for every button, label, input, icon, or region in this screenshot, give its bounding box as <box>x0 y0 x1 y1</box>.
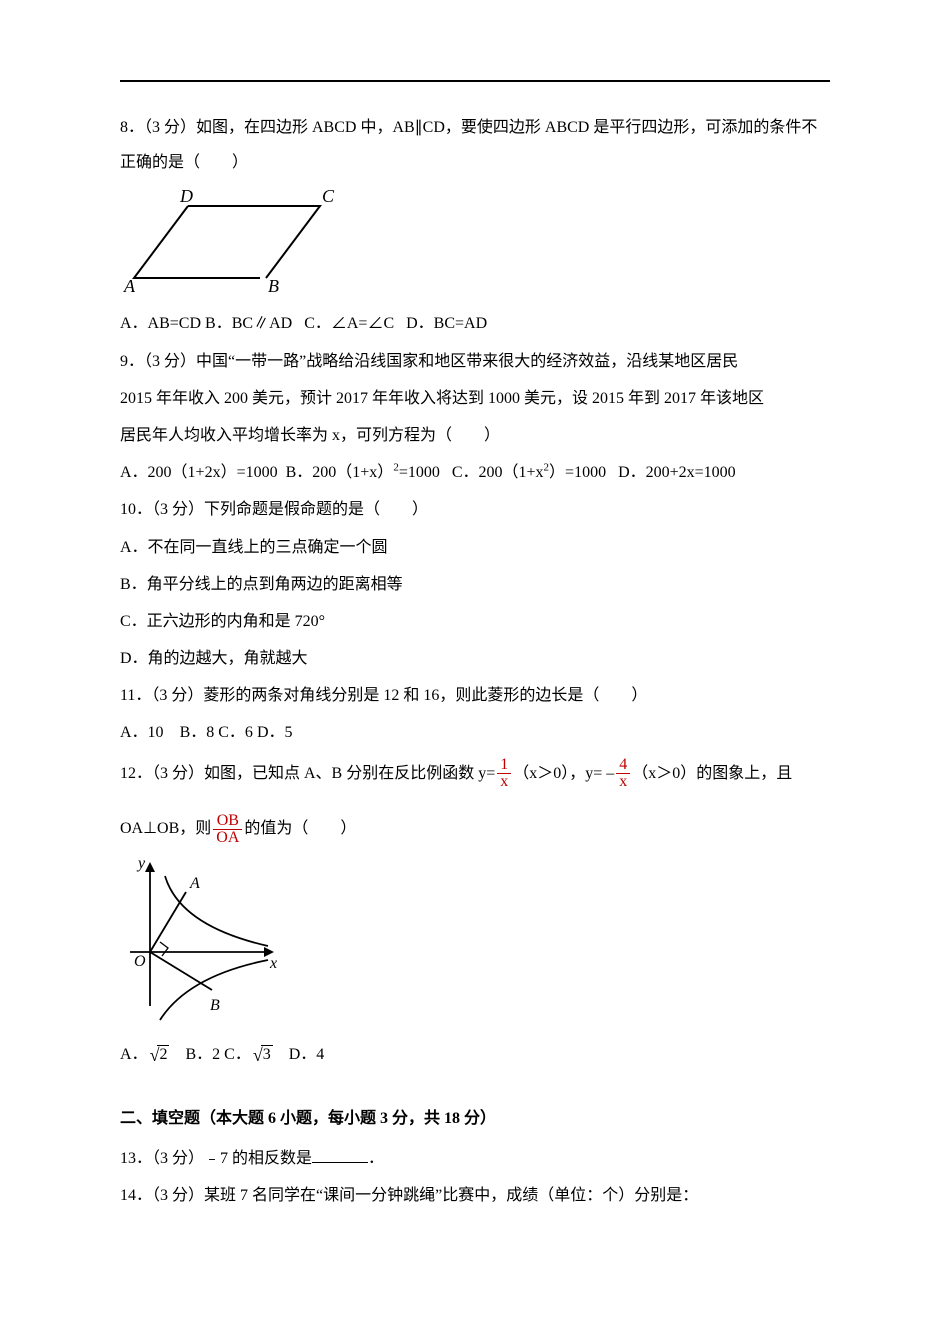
q12-optA-rad: 2 <box>157 1045 169 1063</box>
q9-options: A．200（1+2x）=1000 B．200（1+x）2=1000 C．200（… <box>120 455 830 490</box>
q9-optB-post: =1000 <box>399 464 440 481</box>
q11-options: A．10 B．8 C．6 D．5 <box>120 715 830 750</box>
label-D: D <box>179 186 193 206</box>
q8-optD: D．BC=AD <box>406 315 487 332</box>
q12-frac2-den: x <box>616 774 630 790</box>
q9-optB: B．200（1+x）2=1000 <box>286 464 444 481</box>
q9-optB-pre: B．200（1+x） <box>286 464 394 481</box>
svg-text:y: y <box>136 856 146 872</box>
q10-optC: C．正六边形的内角和是 720° <box>120 604 830 639</box>
q9-optD: D．200+2x=1000 <box>618 464 736 481</box>
q12-frac1-den: x <box>497 774 511 790</box>
svg-text:O: O <box>134 953 146 970</box>
top-rule <box>120 80 830 82</box>
content-body: 8．（3 分）如图，在四边形 ABCD 中，AB∥CD，要使四边形 ABCD 是… <box>120 110 830 1213</box>
q12-frac2: 4x <box>616 757 630 790</box>
q12-figure: y x O A B <box>120 856 830 1026</box>
q12-optC: C．√3 <box>224 1046 277 1063</box>
q11-optD: D．5 <box>257 724 293 741</box>
q12-optA: A．√2 <box>120 1046 173 1063</box>
q12-optD: D．4 <box>289 1046 325 1063</box>
label-B: B <box>268 276 279 296</box>
q12-optC-rad: 3 <box>261 1045 273 1063</box>
q12-l1b: （x＞0），y= – <box>513 765 614 782</box>
q12-optB: B．2 <box>185 1046 220 1063</box>
q10-stem: 10．（3 分）下列命题是假命题的是（ ） <box>120 492 830 527</box>
q12-frac3-den: OA <box>213 830 242 846</box>
q9-optC-post: ）=1000 <box>549 464 606 481</box>
q12-frac1-num: 1 <box>497 757 511 774</box>
q12-l1c: （x＞0）的图象上，且 <box>632 765 792 782</box>
q12-frac2-num: 4 <box>616 757 630 774</box>
q8-optA: A．AB=CD <box>120 315 201 332</box>
q12-frac3: OBOA <box>213 813 242 846</box>
q12-l1a: 12．（3 分）如图，已知点 A、B 分别在反比例函数 y= <box>120 765 495 782</box>
sqrt-icon: √3 <box>251 1036 273 1076</box>
svg-text:B: B <box>210 997 220 1014</box>
q12-frac1: 1x <box>497 757 511 790</box>
q11-optA: A．10 <box>120 724 164 741</box>
fill-blank <box>312 1148 368 1162</box>
q9-stem2: 2015 年年收入 200 美元，预计 2017 年年收入将达到 1000 美元… <box>120 381 830 416</box>
q8-optB: B．BC∥AD <box>205 315 292 332</box>
q8-figure: D C A B <box>120 186 830 296</box>
q12-line1: 12．（3 分）如图，已知点 A、B 分别在反比例函数 y=1x（x＞0），y=… <box>120 753 830 795</box>
q10-optA: A．不在同一直线上的三点确定一个圆 <box>120 530 830 565</box>
q11-stem: 11．（3 分）菱形的两条对角线分别是 12 和 16，则此菱形的边长是（ ） <box>120 678 830 713</box>
sqrt-icon: √2 <box>148 1036 170 1076</box>
q13-b: ． <box>368 1150 384 1167</box>
q13-a: 13．（3 分）﹣7 的相反数是 <box>120 1150 312 1167</box>
q13-stem: 13．（3 分）﹣7 的相反数是 ． <box>120 1141 830 1176</box>
q14-stem: 14．（3 分）某班 7 名同学在“课间一分钟跳绳”比赛中，成绩（单位：个）分别… <box>120 1178 830 1213</box>
q12-options: A．√2 B．2 C．√3 D．4 <box>120 1036 830 1076</box>
q12-line2: OA⊥OB，则OBOA的值为（ ） <box>120 808 830 850</box>
label-C: C <box>322 186 335 206</box>
q10-optB: B．角平分线上的点到角两边的距离相等 <box>120 567 830 602</box>
page: 8．（3 分）如图，在四边形 ABCD 中，AB∥CD，要使四边形 ABCD 是… <box>0 0 950 1255</box>
q9-optA: A．200（1+2x）=1000 <box>120 464 278 481</box>
parallelogram-top <box>188 206 320 278</box>
q9-optC-pre: C．200（1+x <box>452 464 544 481</box>
svg-text:x: x <box>269 955 277 972</box>
q12-frac3-num: OB <box>213 813 242 830</box>
q12-l2a: OA⊥OB，则 <box>120 820 211 837</box>
q11-optB: B．8 <box>180 724 215 741</box>
q12-l2b: 的值为（ ） <box>244 820 356 837</box>
q11-optC: C．6 <box>218 724 253 741</box>
section2-title: 二、填空题（本大题 6 小题，每小题 3 分，共 18 分） <box>120 1101 830 1136</box>
q9-stem1: 9．（3 分）中国“一带一路”战略给沿线国家和地区带来很大的经济效益，沿线某地区… <box>120 344 830 379</box>
q8-stem: 8．（3 分）如图，在四边形 ABCD 中，AB∥CD，要使四边形 ABCD 是… <box>120 110 830 180</box>
q9-optC: C．200（1+x2）=1000 <box>452 464 610 481</box>
q12-optC-pre: C． <box>224 1046 251 1063</box>
q8-options: A．AB=CD B．BC∥AD C．∠A=∠C D．BC=AD <box>120 306 830 341</box>
parallelogram-bottom <box>134 206 260 278</box>
q9-stem3: 居民年人均收入平均增长率为 x，可列方程为（ ） <box>120 418 830 453</box>
q12-optA-pre: A． <box>120 1046 148 1063</box>
q10-optD: D．角的边越大，角就越大 <box>120 641 830 676</box>
q8-optC: C．∠A=∠C <box>304 315 394 332</box>
svg-text:A: A <box>189 875 200 892</box>
